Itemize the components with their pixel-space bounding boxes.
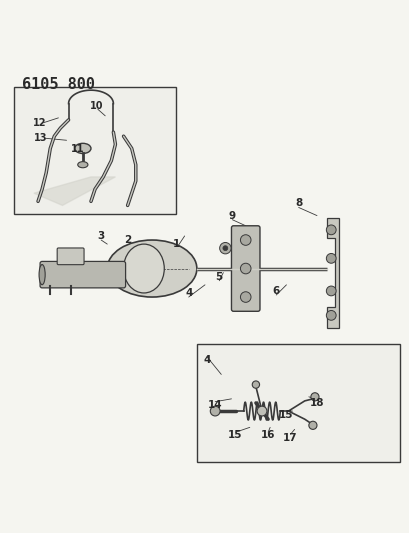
Ellipse shape: [74, 143, 91, 154]
Bar: [196, 344, 400, 462]
Circle shape: [326, 254, 335, 263]
Ellipse shape: [107, 240, 196, 297]
FancyBboxPatch shape: [40, 261, 125, 288]
Ellipse shape: [123, 244, 164, 293]
Circle shape: [222, 246, 227, 251]
Text: 6: 6: [272, 286, 279, 296]
Polygon shape: [34, 177, 115, 205]
Text: 15: 15: [228, 431, 242, 440]
Circle shape: [240, 263, 250, 274]
Text: 6105 800: 6105 800: [22, 77, 94, 92]
Circle shape: [326, 225, 335, 235]
Bar: [13, 87, 176, 214]
Circle shape: [240, 235, 250, 245]
Ellipse shape: [78, 161, 88, 168]
Polygon shape: [326, 217, 339, 328]
Text: 16: 16: [260, 431, 275, 440]
Text: 14: 14: [207, 400, 222, 410]
Text: 8: 8: [294, 198, 301, 208]
Circle shape: [310, 393, 318, 401]
Text: 11: 11: [71, 144, 85, 154]
Text: 18: 18: [309, 398, 324, 408]
Text: 15: 15: [279, 410, 293, 420]
Ellipse shape: [39, 264, 45, 285]
Text: 3: 3: [97, 231, 105, 241]
Circle shape: [240, 292, 250, 302]
Text: 13: 13: [34, 133, 47, 143]
Text: 12: 12: [32, 118, 46, 128]
Text: 5: 5: [215, 272, 222, 281]
Circle shape: [308, 421, 316, 430]
Text: 2: 2: [124, 235, 131, 245]
Circle shape: [256, 406, 266, 416]
Circle shape: [326, 286, 335, 296]
Text: 9: 9: [228, 211, 235, 221]
Text: 4: 4: [184, 288, 192, 298]
Circle shape: [210, 406, 220, 416]
Circle shape: [326, 311, 335, 320]
Text: 10: 10: [90, 101, 103, 111]
Text: 17: 17: [283, 433, 297, 442]
Text: 1: 1: [173, 239, 180, 249]
Circle shape: [252, 381, 259, 388]
Text: 4: 4: [203, 355, 210, 365]
FancyBboxPatch shape: [57, 248, 84, 265]
FancyBboxPatch shape: [231, 226, 259, 311]
Circle shape: [219, 243, 231, 254]
